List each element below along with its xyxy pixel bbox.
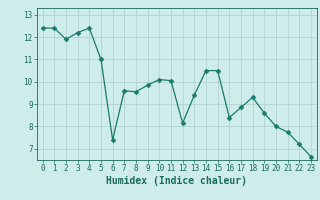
X-axis label: Humidex (Indice chaleur): Humidex (Indice chaleur) [106,176,247,186]
